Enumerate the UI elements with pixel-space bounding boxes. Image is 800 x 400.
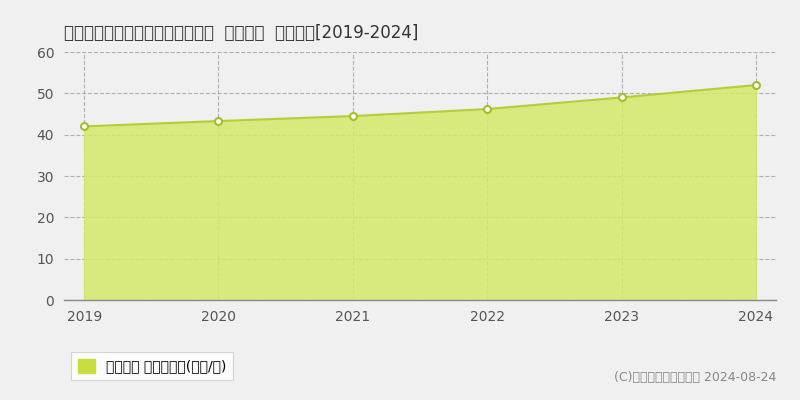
Text: 大阪府高様市南庄所町９３番１外  地価公示  地価推移[2019-2024]: 大阪府高様市南庄所町９３番１外 地価公示 地価推移[2019-2024] bbox=[64, 24, 418, 42]
Legend: 地価公示 平均坊単価(万円/坊): 地価公示 平均坊単価(万円/坊) bbox=[71, 352, 233, 380]
Text: (C)土地価格ドットコム 2024-08-24: (C)土地価格ドットコム 2024-08-24 bbox=[614, 371, 776, 384]
